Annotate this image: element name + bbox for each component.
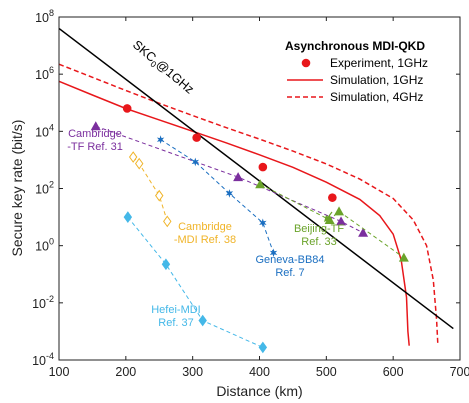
data-point xyxy=(328,193,337,202)
data-point xyxy=(258,341,268,354)
y-tick-label: 108 xyxy=(35,8,54,25)
data-point xyxy=(258,162,268,172)
data-point xyxy=(155,189,164,202)
chart-title: Asynchronous MDI-QKD xyxy=(285,39,425,53)
reference-series xyxy=(90,121,409,354)
x-tick-label: 500 xyxy=(316,365,337,379)
data-point xyxy=(255,179,266,189)
y-axis-label: Secure key rate (bit/s) xyxy=(9,120,25,257)
x-tick-label: 600 xyxy=(383,365,404,379)
geneva-series xyxy=(156,135,278,258)
data-point xyxy=(163,215,172,228)
x-tick-label: 700 xyxy=(450,365,469,379)
legend-item: Experiment, 1GHz xyxy=(301,56,428,70)
skc0-bound xyxy=(59,27,454,330)
geneva-annotation: Geneva-BB84 Ref. 7 xyxy=(255,254,324,279)
data-point xyxy=(269,248,278,258)
data-point xyxy=(122,104,132,113)
series-line xyxy=(259,183,405,259)
cambridge-tf-annotation: Cambridge -TF Ref. 31 xyxy=(67,128,123,153)
cambridge-mdi-annotation: Cambridge -MDI Ref. 38 xyxy=(174,221,236,246)
data-point xyxy=(225,189,234,198)
data-point xyxy=(334,206,345,216)
y-tick-label: 104 xyxy=(35,122,54,139)
data-point xyxy=(156,135,165,144)
series-annotations: Cambridge -TF Ref. 31 Cambridge -MDI Ref. 3… xyxy=(67,128,344,329)
skc0-line xyxy=(59,27,454,330)
legend: Asynchronous MDI-QKD Experiment, 1GHz Sim… xyxy=(285,39,428,104)
y-tick-label: 10-4 xyxy=(32,351,54,368)
y-tick-label: 100 xyxy=(35,237,54,254)
experiment-points xyxy=(122,104,337,202)
legend-label: Experiment, 1GHz xyxy=(330,56,428,70)
data-point xyxy=(90,121,101,131)
hefei-annotation: Hefei-MDI Ref. 37 xyxy=(151,304,201,329)
y-tick-label: 10-2 xyxy=(32,294,54,311)
y-tick-label: 102 xyxy=(35,180,54,197)
legend-label: Simulation, 1GHz xyxy=(330,73,423,87)
data-point xyxy=(259,218,267,228)
series-line xyxy=(95,125,364,234)
cambridge-mdi-series xyxy=(128,151,172,228)
cambridge-tf-series xyxy=(90,121,369,237)
data-point xyxy=(134,157,144,170)
legend-item: Simulation, 4GHz xyxy=(287,90,423,104)
simulation-curves xyxy=(59,63,439,346)
legend-swatch xyxy=(301,58,311,68)
x-axis-label: Distance (km) xyxy=(216,383,302,399)
x-tick-label: 200 xyxy=(115,365,136,379)
legend-label: Simulation, 4GHz xyxy=(330,90,423,104)
simulation-1ghz-curve xyxy=(59,80,410,346)
y-tick-label: 106 xyxy=(35,65,54,82)
data-point xyxy=(161,258,171,271)
axes: 100 200 300 400 500 600 700 10-4 10-2 100 102 104 10… xyxy=(32,8,469,379)
x-tick-label: 400 xyxy=(249,365,270,379)
series-line xyxy=(127,216,264,348)
data-point xyxy=(336,216,347,226)
legend-item: Simulation, 1GHz xyxy=(287,73,423,87)
beijing-tf-annotation: Beijing-TF Ref. 33 xyxy=(294,223,344,248)
hefei-series xyxy=(123,211,268,354)
beijing-tf-arrowhead xyxy=(324,215,331,222)
x-tick-label: 300 xyxy=(182,365,203,379)
data-point xyxy=(198,314,207,327)
data-point xyxy=(191,157,200,167)
plot-area xyxy=(59,17,460,360)
data-point xyxy=(398,252,409,262)
data-point xyxy=(128,151,138,163)
data-point xyxy=(192,133,201,142)
simulation-4ghz-curve xyxy=(59,63,439,346)
data-point xyxy=(358,227,369,237)
data-point xyxy=(233,172,244,182)
x-tick-label: 100 xyxy=(49,365,70,379)
data-point xyxy=(123,211,133,223)
